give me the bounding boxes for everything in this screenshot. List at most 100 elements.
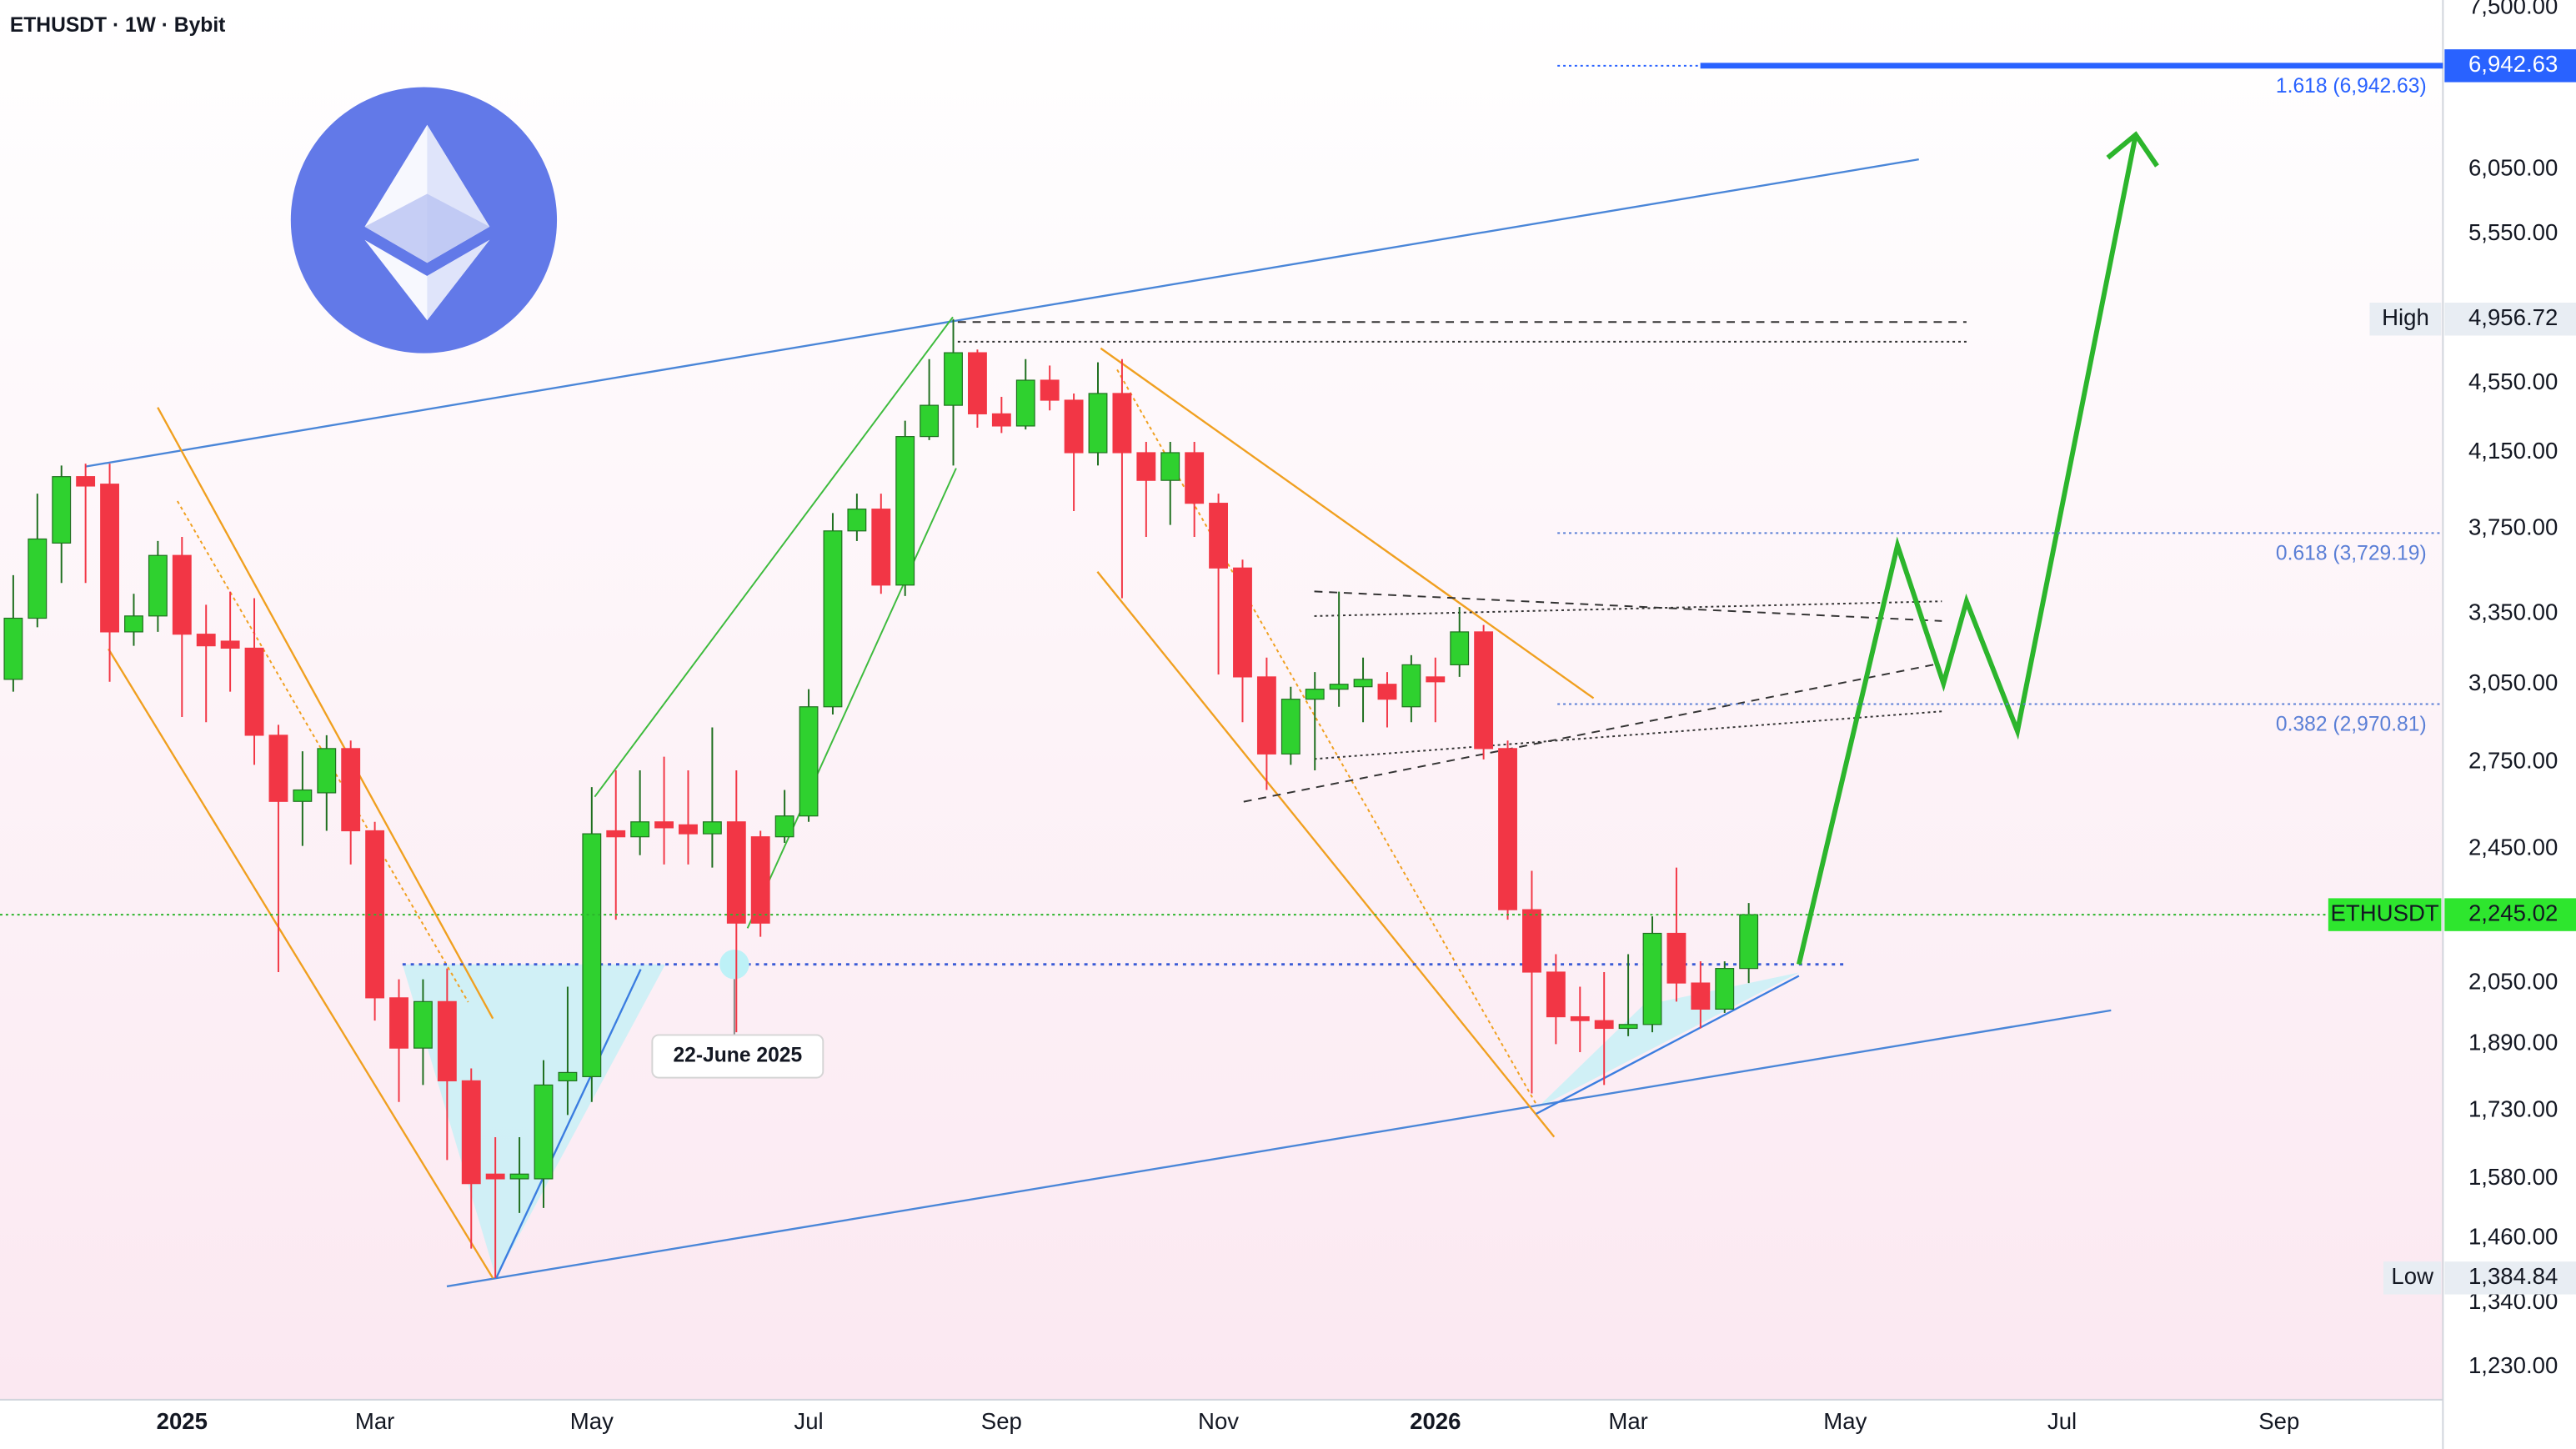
price-label-box	[2444, 898, 2576, 931]
level-label: 1.618 (6,942.63)	[2276, 75, 2427, 98]
candle-body	[485, 1173, 505, 1180]
x-tick-label: Jul	[2047, 1408, 2077, 1434]
x-tick-label: Mar	[1608, 1408, 1648, 1434]
candle-body	[895, 436, 915, 586]
candle-body	[1618, 1024, 1638, 1030]
x-tick-label: May	[570, 1408, 614, 1434]
candle-body	[509, 1173, 529, 1180]
candle-body	[1594, 1020, 1614, 1030]
candle-body	[1474, 631, 1494, 750]
candle-body	[1498, 748, 1517, 910]
candle-body	[1715, 968, 1735, 1010]
candle-body	[726, 821, 746, 924]
marker-name-box	[2383, 1261, 2442, 1295]
candle-body	[1450, 631, 1470, 665]
candle-body	[52, 476, 72, 544]
candle-body	[1209, 503, 1229, 569]
marker-name: Low	[2391, 1263, 2433, 1289]
candle-body	[1570, 1015, 1590, 1021]
candle-body	[341, 748, 361, 832]
marker-name: High	[2382, 304, 2429, 330]
candle-body	[1136, 452, 1156, 481]
price-label: 4,956.72	[2468, 304, 2558, 330]
y-tick-label: 2,750.00	[2468, 747, 2558, 773]
y-tick-label: 2,450.00	[2468, 835, 2558, 860]
candle-body	[28, 538, 48, 619]
price-label: 6,942.63	[2468, 51, 2558, 77]
candle-body	[920, 404, 940, 438]
marker-name-box	[2328, 898, 2442, 931]
candle-body	[1377, 684, 1397, 700]
price-label-box	[2444, 1261, 2576, 1295]
eth-logo	[290, 87, 558, 353]
candle-body	[1666, 932, 1686, 984]
candle-body	[172, 554, 192, 635]
marker-name-box	[2369, 303, 2442, 336]
candle-body	[606, 830, 626, 838]
annotation-text: 22-June 2025	[673, 1045, 802, 1067]
candle-body	[1401, 664, 1421, 708]
y-tick-label: 3,350.00	[2468, 599, 2558, 624]
candle-body	[1015, 379, 1035, 427]
y-tick-label: 1,460.00	[2468, 1223, 2558, 1249]
level-label: 0.382 (2,970.81)	[2276, 714, 2427, 736]
candle-body	[389, 997, 408, 1049]
candle-body	[1088, 393, 1108, 454]
y-tick-label: 6,050.00	[2468, 154, 2558, 180]
x-tick-label: Sep	[981, 1408, 1022, 1434]
y-tick-label: 5,550.00	[2468, 219, 2558, 245]
price-label: 1,384.84	[2468, 1263, 2558, 1289]
candle-body	[1233, 567, 1252, 678]
candle-body	[968, 352, 987, 414]
candle-body	[847, 509, 867, 532]
candle-body	[1739, 914, 1759, 970]
candle-body	[750, 836, 770, 924]
y-tick-label: 3,750.00	[2468, 514, 2558, 540]
y-tick-label: 3,050.00	[2468, 669, 2558, 695]
candle-body	[244, 647, 264, 736]
candle-body	[991, 413, 1011, 427]
x-tick-label: Sep	[2258, 1408, 2299, 1434]
y-tick-label: 4,150.00	[2468, 438, 2558, 464]
candle-body	[582, 833, 602, 1077]
candle-body	[437, 1000, 457, 1081]
x-tick-label: May	[1823, 1408, 1867, 1434]
y-tick-label: 2,050.00	[2468, 968, 2558, 994]
candle-body	[1426, 676, 1446, 683]
y-tick-label: 1,730.00	[2468, 1096, 2558, 1121]
x-tick-label: Mar	[355, 1408, 395, 1434]
candle-body	[1642, 932, 1662, 1025]
y-tick-label: 1,230.00	[2468, 1352, 2558, 1378]
candle-body	[1112, 393, 1132, 454]
candle-body	[1256, 676, 1276, 755]
candle-body	[100, 484, 119, 633]
y-tick-label: 4,550.00	[2468, 369, 2558, 394]
x-tick-label: Nov	[1198, 1408, 1239, 1434]
candle-body	[3, 617, 23, 680]
candle-body	[1522, 909, 1541, 973]
candle-body	[413, 1000, 433, 1049]
candle-body	[944, 352, 963, 406]
level-label: 0.618 (3,729.19)	[2276, 543, 2427, 565]
candle-body	[1546, 971, 1566, 1018]
candle-body	[558, 1071, 578, 1081]
candle-body	[1040, 379, 1060, 401]
y-tick-label: 7,500.00	[2468, 0, 2558, 18]
candle-body	[1305, 689, 1325, 700]
price-label-box	[2444, 303, 2576, 336]
candle-body	[1185, 452, 1205, 504]
candle-body	[293, 789, 313, 802]
candle-body	[1160, 452, 1180, 481]
candles	[3, 318, 1759, 1278]
price-axis	[2443, 0, 2576, 1449]
price-label-box	[2444, 49, 2576, 83]
price-label: 2,245.02	[2468, 900, 2558, 925]
candle-body	[1353, 679, 1373, 688]
candle-body	[799, 706, 819, 817]
candle-body	[76, 476, 96, 487]
marker-name: ETHUSDT	[2330, 900, 2438, 925]
candle-body	[1064, 399, 1084, 454]
candle-body	[220, 640, 240, 649]
